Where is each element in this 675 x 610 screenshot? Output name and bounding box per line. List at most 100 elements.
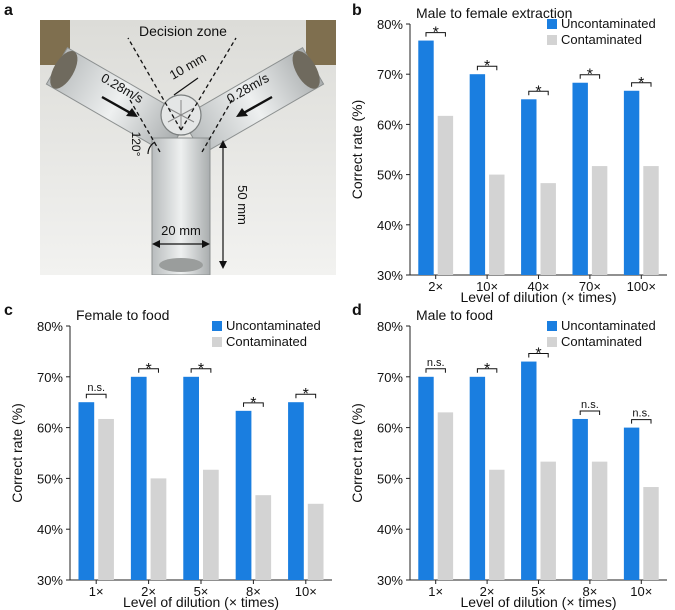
legend-swatch	[547, 337, 557, 347]
bar-uncontaminated	[288, 402, 304, 580]
significance-bracket	[243, 402, 264, 407]
legend-label: Uncontaminated	[226, 318, 321, 333]
bar-uncontaminated	[623, 90, 640, 276]
significance-label: *	[484, 58, 490, 75]
significance-label: *	[198, 361, 204, 378]
y-tick-label: 30%	[37, 573, 63, 588]
chart-female-to-food: Female to food 30% 40% 50% 60% 70% 80% Correct …	[9, 307, 332, 610]
bar-contaminated	[540, 183, 556, 275]
bar-uncontaminated	[418, 40, 434, 276]
bar-contaminated	[489, 469, 505, 580]
decision-line-lower-left	[129, 99, 161, 153]
angle-label: 120°	[129, 132, 143, 157]
significance-bracket	[579, 74, 601, 79]
bar-contaminated	[643, 487, 659, 580]
tube-bottom	[159, 258, 203, 272]
bar-uncontaminated	[521, 361, 537, 580]
y-tick-label: 80%	[377, 17, 403, 32]
legend-label: Uncontaminated	[561, 318, 656, 333]
bar-uncontaminated	[183, 376, 199, 580]
significance-bracket	[631, 82, 652, 87]
x-tick-label: 2×	[141, 584, 156, 599]
y-tick-label: 70%	[377, 370, 403, 385]
bar-uncontaminated	[572, 418, 588, 580]
x-axis-label: Level of dilution (× times)	[460, 289, 616, 305]
significance-label: n.s.	[581, 399, 599, 411]
x-tick-label: 1×	[428, 584, 443, 599]
y-maze-photo: Decision zone 10 mm 0.28m/s 0.28m/s 120°…	[40, 20, 336, 275]
significance-bracket	[295, 393, 317, 399]
significance-label: *	[535, 346, 541, 363]
chart-title: Male to female extraction	[416, 5, 572, 21]
significance-bracket	[476, 368, 498, 373]
airflow-arrow-left	[101, 95, 135, 117]
y-tick-label: 40%	[377, 522, 403, 537]
y-tick-label: 30%	[377, 573, 403, 588]
bottom-arm-tube	[151, 137, 211, 275]
significance-bracket	[425, 32, 446, 37]
significance-label: *	[484, 361, 490, 378]
significance-label: *	[535, 83, 541, 100]
x-tick-label: 100×	[627, 279, 656, 294]
x-tick-label: 5×	[194, 584, 209, 599]
x-tick-label: 70×	[579, 279, 601, 294]
y-tick-label: 60%	[377, 421, 403, 436]
decision-zone-label: Decision zone	[139, 23, 227, 39]
significance-label: n.s.	[87, 382, 105, 394]
bar-contaminated	[540, 461, 556, 580]
significance-label: *	[587, 67, 593, 84]
bar-contaminated	[307, 503, 324, 580]
bar-uncontaminated	[418, 376, 434, 580]
x-tick-label: 1×	[89, 584, 104, 599]
legend-swatch	[212, 337, 222, 347]
legend-swatch	[212, 321, 222, 331]
left-arm-tube	[45, 46, 190, 155]
bar-uncontaminated	[469, 74, 486, 275]
legend-label: Contaminated	[226, 334, 307, 349]
y-tick-label: 40%	[37, 522, 63, 537]
dim-50-label: 50 mm	[235, 185, 250, 225]
right-device	[306, 20, 336, 65]
y-tick-label: 70%	[37, 370, 63, 385]
x-tick-label: 40×	[527, 279, 549, 294]
bar-contaminated	[150, 478, 167, 580]
significance-bracket	[190, 368, 212, 373]
significance-bracket	[528, 353, 549, 358]
x-tick-label: 2×	[428, 279, 443, 294]
panel-letter-c: c	[4, 302, 13, 319]
bar-uncontaminated	[130, 376, 147, 580]
y-tick-label: 50%	[377, 168, 403, 183]
legend-swatch	[547, 321, 557, 331]
bar-contaminated	[643, 166, 659, 275]
bar-contaminated	[437, 115, 454, 275]
chart-male-to-food: Male to food 30% 40% 50% 60% 70% 80% Correct ra…	[349, 307, 667, 610]
airflow-arrow-right	[239, 95, 273, 117]
y-tick-label: 60%	[377, 117, 403, 132]
bar-uncontaminated	[235, 410, 252, 580]
bar-contaminated	[255, 495, 272, 580]
bar-contaminated	[437, 412, 454, 580]
x-tick-label: 10×	[476, 279, 498, 294]
x-tick-label: 2×	[480, 584, 495, 599]
significance-label: *	[250, 395, 256, 412]
significance-bracket	[425, 368, 446, 373]
y-axis-label: Correct rate (%)	[349, 100, 365, 200]
x-axis-label: Level of dilution (× times)	[123, 594, 279, 610]
bar-contaminated	[98, 418, 114, 580]
chart-title: Female to food	[76, 307, 169, 323]
legend-label: Contaminated	[561, 334, 642, 349]
bar-contaminated	[591, 461, 608, 580]
significance-label: *	[145, 361, 151, 378]
dim-20-label: 20 mm	[161, 223, 201, 238]
x-tick-label: 10×	[630, 584, 652, 599]
bar-uncontaminated	[623, 427, 640, 580]
significance-label: *	[433, 25, 439, 42]
y-tick-label: 30%	[377, 268, 403, 283]
decision-line-lower-right	[201, 99, 233, 153]
y-tick-label: 60%	[37, 421, 63, 436]
chart-title: Male to food	[416, 307, 493, 323]
significance-label: *	[303, 386, 309, 403]
angle-arc	[147, 141, 156, 155]
y-tick-label: 70%	[377, 67, 403, 82]
bar-uncontaminated	[521, 99, 537, 275]
